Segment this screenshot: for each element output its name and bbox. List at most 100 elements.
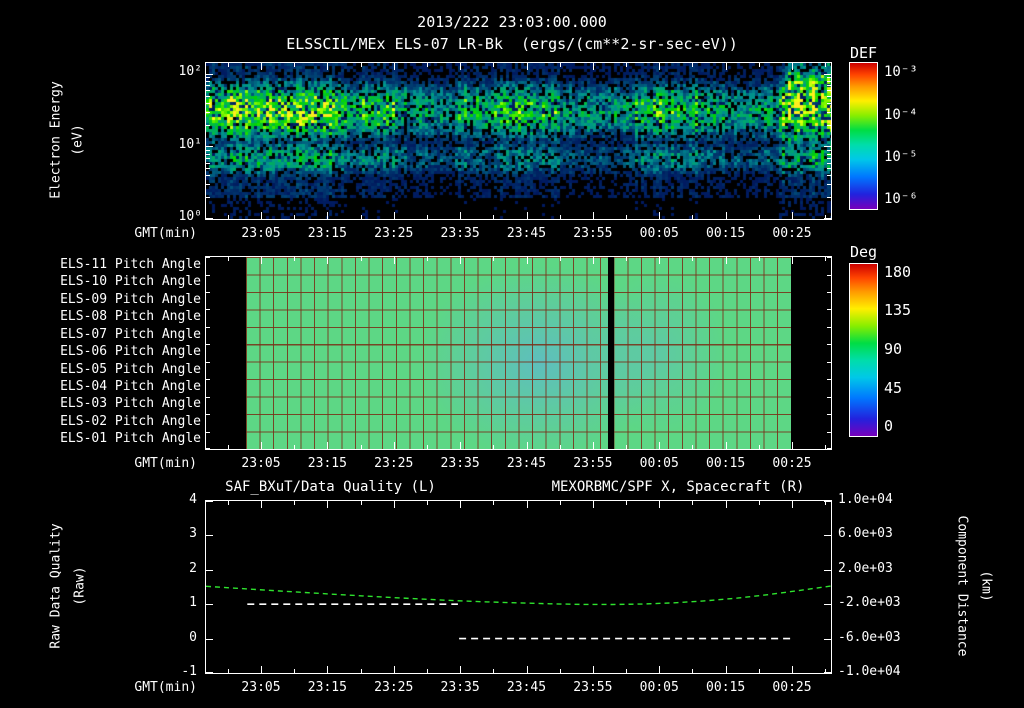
time-major-tick: [460, 212, 462, 219]
time-major-tick: [592, 212, 594, 219]
energy-major-tick: [206, 73, 213, 75]
time-major-tick: [792, 212, 793, 219]
time-minor-tick: [758, 501, 760, 505]
energy-axis-units-label: (eV): [70, 124, 86, 156]
time-major-tick: [659, 666, 661, 673]
right-tick-labels: 1.0e+04 6.0e+03 2.0e+03 -2.0e+03 -6.0e+03 -1.…: [838, 492, 910, 679]
energy-minor-tick: [827, 77, 831, 79]
time-minor-tick: [227, 63, 229, 67]
time-tick-label: 23:35: [440, 680, 480, 695]
row-tick: [206, 431, 210, 433]
time-major-tick: [659, 442, 661, 449]
time-major-tick: [393, 666, 395, 673]
quality-tick-label: 1: [189, 595, 197, 611]
time-major-tick: [592, 501, 594, 508]
time-minor-tick: [360, 257, 362, 261]
row-tick: [827, 291, 831, 293]
time-minor-tick: [493, 215, 495, 219]
def-tick-label: 10⁻⁴: [884, 107, 918, 123]
time-major-tick: [460, 501, 462, 508]
time-major-tick: [327, 442, 329, 449]
deg-tick-label: 135: [884, 301, 912, 319]
def-colorbar: [849, 62, 878, 210]
time-minor-tick: [626, 501, 628, 505]
time-minor-tick: [426, 445, 428, 449]
time-major-tick: [327, 63, 329, 70]
time-major-tick: [725, 63, 727, 70]
energy-minor-tick: [206, 157, 210, 159]
row-tick: [206, 257, 210, 258]
time-minor-tick: [493, 257, 495, 261]
time-major-tick: [327, 666, 329, 673]
time-tick-label: 00:15: [706, 456, 746, 471]
time-major-tick: [792, 666, 793, 673]
time-tick-label: 23:25: [374, 680, 414, 695]
spacecraft-x-line: [206, 585, 831, 606]
time-minor-tick: [825, 501, 827, 505]
energy-minor-tick: [827, 157, 831, 159]
time-major-tick: [659, 212, 661, 219]
energy-minor-tick: [206, 102, 210, 104]
energy-minor-tick: [827, 124, 831, 126]
time-tick-label: 23:45: [506, 680, 547, 695]
row-tick: [206, 414, 210, 416]
pitch-row-label: ELS-03 Pitch Angle: [60, 396, 201, 412]
title-units: (ergs/(cm**2-sr-sec-eV)): [521, 35, 738, 53]
row-tick: [206, 344, 210, 346]
time-major-tick: [526, 501, 528, 508]
gmt-axis-label: GMT(min): [134, 226, 197, 241]
right-axis-label: Component Distance: [954, 515, 970, 657]
row-tick: [206, 291, 210, 293]
time-minor-tick: [493, 669, 495, 673]
energy-minor-tick: [827, 85, 831, 87]
row-tick: [827, 448, 831, 449]
time-major-tick: [261, 666, 262, 673]
energy-major-tick: [824, 73, 831, 75]
row-tick: [827, 274, 831, 276]
time-major-tick: [393, 442, 395, 449]
row-tick: [827, 431, 831, 433]
energy-tick-label: 10⁰: [178, 209, 202, 224]
row-tick: [827, 361, 831, 363]
energy-minor-tick: [827, 102, 831, 104]
value-tick: [206, 535, 213, 537]
pitch-row-label: ELS-07 Pitch Angle: [60, 326, 201, 342]
time-minor-tick: [559, 501, 561, 505]
distance-tick-label: -1.0e+04: [838, 664, 901, 679]
time-minor-tick: [360, 669, 362, 673]
time-major-tick: [526, 666, 528, 673]
energy-minor-tick: [206, 153, 210, 155]
title-datetime: 2013/222 23:03:00.000: [417, 13, 607, 31]
time-minor-tick: [626, 215, 628, 219]
pitch-row-label: ELS-02 Pitch Angle: [60, 413, 201, 429]
time-minor-tick: [360, 501, 362, 505]
time-major-tick: [725, 666, 727, 673]
time-minor-tick: [227, 445, 229, 449]
time-minor-tick: [626, 669, 628, 673]
time-major-tick: [393, 63, 395, 70]
pitch-row-label: ELS-05 Pitch Angle: [60, 361, 201, 377]
energy-minor-tick: [206, 90, 210, 91]
time-major-tick: [261, 212, 262, 219]
energy-axis-label: Electron Energy: [48, 81, 64, 199]
time-tick-label: 23:15: [307, 680, 347, 695]
time-major-tick: [526, 257, 528, 264]
def-colorbar-labels: 10⁻³ 10⁻⁴ 10⁻⁵ 10⁻⁶: [884, 62, 954, 208]
pitch-angle-heatmap: [246, 257, 791, 449]
time-major-tick: [725, 501, 727, 508]
right-axis-units-label: (km): [978, 570, 994, 602]
time-axis-bot: 23:05 23:15 23:25 23:35 23:45 23:55 00:05 00:15…: [206, 680, 831, 696]
spectrogram-plot: [205, 62, 832, 220]
energy-minor-tick: [827, 153, 831, 155]
def-tick-label: 10⁻³: [884, 64, 918, 80]
time-minor-tick: [758, 215, 760, 219]
left-axis-units-label: (Raw): [72, 566, 88, 606]
energy-minor-tick: [206, 111, 210, 113]
energy-minor-tick: [206, 80, 210, 82]
time-major-tick: [460, 442, 462, 449]
time-minor-tick: [825, 257, 827, 261]
row-tick: [206, 326, 210, 328]
time-minor-tick: [294, 445, 296, 449]
value-tick: [206, 638, 213, 640]
value-tick: [824, 638, 831, 640]
